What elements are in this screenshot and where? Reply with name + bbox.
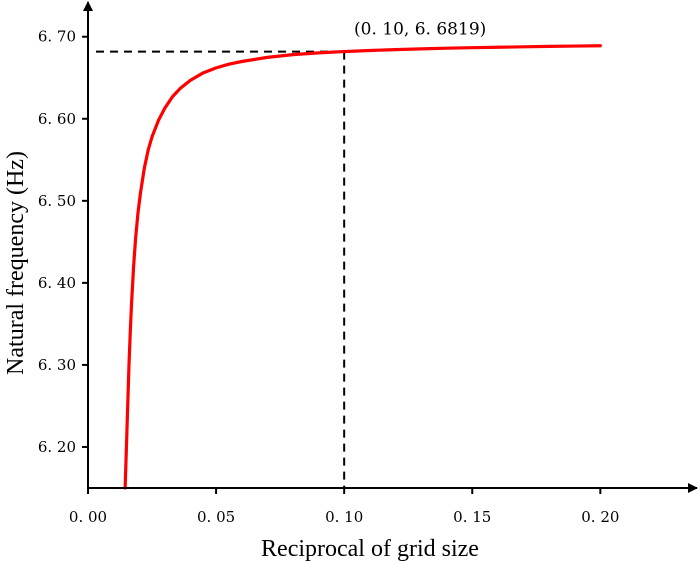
x-tick-label: 0. 15 <box>453 508 491 526</box>
x-tick-label: 0. 10 <box>325 508 363 526</box>
reference-lines <box>96 50 346 488</box>
x-axis-ticks: 0. 00 0. 05 0. 10 0. 15 0. 20 <box>69 488 619 526</box>
y-tick-label: 6. 20 <box>38 438 76 456</box>
y-tick-label: 6. 70 <box>38 28 76 46</box>
y-axis-title: Natural frequency (Hz) <box>3 151 29 375</box>
x-tick-label: 0. 05 <box>197 508 235 526</box>
y-tick-label: 6. 60 <box>38 110 76 128</box>
x-tick-label: 0. 20 <box>581 508 619 526</box>
point-annotation: (0. 10, 6. 6819) <box>354 20 486 40</box>
y-tick-label: 6. 50 <box>38 192 76 210</box>
x-tick-label: 0. 00 <box>69 508 107 526</box>
x-axis-title: Reciprocal of grid size <box>261 536 479 562</box>
y-tick-label: 6. 30 <box>38 356 76 374</box>
y-axis-ticks: 6. 20 6. 30 6. 40 6. 50 6. 60 6. 70 <box>38 28 88 456</box>
series-line <box>123 44 602 490</box>
y-tick-label: 6. 40 <box>38 274 76 292</box>
